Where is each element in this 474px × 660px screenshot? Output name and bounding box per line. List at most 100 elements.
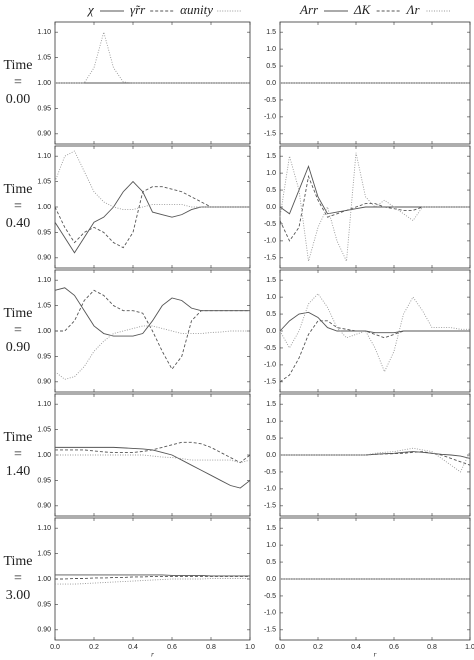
plot-frame — [54, 393, 251, 517]
x-tick-label: 0.2 — [89, 644, 99, 651]
x-tick-label: 0.8 — [206, 644, 216, 651]
row-label: Time — [3, 182, 32, 197]
x-axis-label: r — [151, 651, 154, 659]
series-line — [55, 441, 251, 464]
y-tick-label: 1.00 — [37, 452, 51, 459]
y-tick-label: 0.5 — [266, 559, 276, 566]
series-line — [55, 576, 250, 580]
y-tick-label: 1.5 — [266, 401, 276, 408]
legend-label: χ — [86, 2, 94, 17]
row-label: = — [14, 75, 22, 90]
x-tick-label: 1.0 — [245, 644, 255, 651]
x-tick-label: 1.0 — [465, 644, 474, 651]
plot-frame — [54, 517, 251, 641]
series-line — [54, 180, 250, 254]
y-tick-label: -0.5 — [264, 345, 276, 352]
y-tick-label: 0.5 — [266, 311, 276, 318]
y-tick-label: 0.0 — [266, 452, 276, 459]
legend-label: ΔK — [353, 2, 372, 17]
y-tick-label: 1.5 — [266, 153, 276, 160]
series-line — [279, 311, 470, 334]
y-tick-label: 1.05 — [37, 54, 51, 61]
row-label: Time — [3, 430, 32, 445]
row-label: = — [14, 447, 22, 462]
y-tick-label: 1.5 — [266, 277, 276, 284]
x-tick-label: 0.0 — [275, 644, 285, 651]
series-line — [55, 30, 250, 84]
row-label: Time — [3, 58, 32, 73]
x-tick-label: 0.0 — [50, 644, 60, 651]
series-line — [55, 578, 250, 585]
y-tick-label: -1.5 — [264, 255, 276, 262]
row-label: = — [14, 571, 22, 586]
x-tick-label: 0.4 — [351, 644, 361, 651]
x-tick-label: 0.6 — [167, 644, 177, 651]
y-tick-label: -1.5 — [264, 627, 276, 634]
series-line — [54, 150, 250, 210]
series-line — [55, 574, 250, 577]
y-tick-label: 0.90 — [37, 503, 51, 510]
y-tick-label: 0.5 — [266, 435, 276, 442]
y-tick-label: 0.0 — [266, 576, 276, 583]
y-tick-label: 0.95 — [37, 105, 51, 112]
y-tick-label: 0.95 — [37, 477, 51, 484]
y-tick-label: 0.5 — [266, 63, 276, 70]
series-line — [55, 454, 251, 464]
series-line — [279, 320, 470, 383]
y-tick-label: 0.90 — [37, 627, 51, 634]
row-label: 0.40 — [6, 216, 31, 231]
legend-label: Λr — [405, 2, 421, 17]
series-line — [54, 325, 250, 380]
y-tick-label: 1.5 — [266, 525, 276, 532]
row-label: Time — [3, 554, 32, 569]
y-tick-label: 1.0 — [266, 170, 276, 177]
y-tick-label: 1.5 — [266, 29, 276, 36]
y-tick-label: 0.0 — [266, 204, 276, 211]
y-tick-label: -0.5 — [264, 593, 276, 600]
series-line — [280, 451, 471, 466]
legend-label: γ̃rr — [130, 2, 146, 17]
y-tick-label: 1.05 — [37, 302, 51, 309]
series-line — [280, 447, 471, 473]
y-tick-label: 1.05 — [37, 550, 51, 557]
y-tick-label: 0.95 — [37, 353, 51, 360]
y-tick-label: 1.10 — [37, 277, 51, 284]
y-tick-label: -1.5 — [264, 379, 276, 386]
y-tick-label: -1.5 — [264, 131, 276, 138]
row-label: Time — [3, 306, 32, 321]
y-tick-label: -0.5 — [264, 97, 276, 104]
y-tick-label: -1.5 — [264, 503, 276, 510]
series-line — [55, 446, 251, 489]
series-line — [279, 164, 470, 215]
y-tick-label: 1.0 — [266, 542, 276, 549]
legend-label: Arr — [299, 2, 319, 17]
x-tick-label: 0.4 — [128, 644, 138, 651]
row-label: = — [14, 199, 22, 214]
series-line — [54, 186, 250, 249]
y-tick-label: -1.0 — [264, 362, 276, 369]
row-label: = — [14, 323, 22, 338]
y-tick-label: 1.05 — [37, 426, 51, 433]
y-tick-label: 1.10 — [37, 401, 51, 408]
series-line — [279, 174, 470, 242]
y-tick-label: 1.05 — [37, 178, 51, 185]
x-axis-label: r — [374, 651, 377, 659]
y-tick-label: 1.10 — [37, 153, 51, 160]
y-tick-label: 1.00 — [37, 80, 51, 87]
y-tick-label: 0.95 — [37, 229, 51, 236]
y-tick-label: 0.5 — [266, 187, 276, 194]
y-tick-label: 0.90 — [37, 379, 51, 386]
y-tick-label: 0.0 — [266, 80, 276, 87]
y-tick-label: -1.0 — [264, 610, 276, 617]
y-tick-label: -1.0 — [264, 114, 276, 121]
series-line — [279, 152, 470, 263]
y-tick-label: 1.00 — [37, 204, 51, 211]
x-tick-label: 0.2 — [313, 644, 323, 651]
y-tick-label: 0.95 — [37, 601, 51, 608]
y-tick-label: 1.10 — [37, 29, 51, 36]
y-tick-label: 1.00 — [37, 328, 51, 335]
y-tick-label: -1.0 — [264, 486, 276, 493]
x-tick-label: 0.6 — [389, 644, 399, 651]
y-tick-label: 1.10 — [37, 525, 51, 532]
row-label: 3.00 — [6, 588, 31, 603]
